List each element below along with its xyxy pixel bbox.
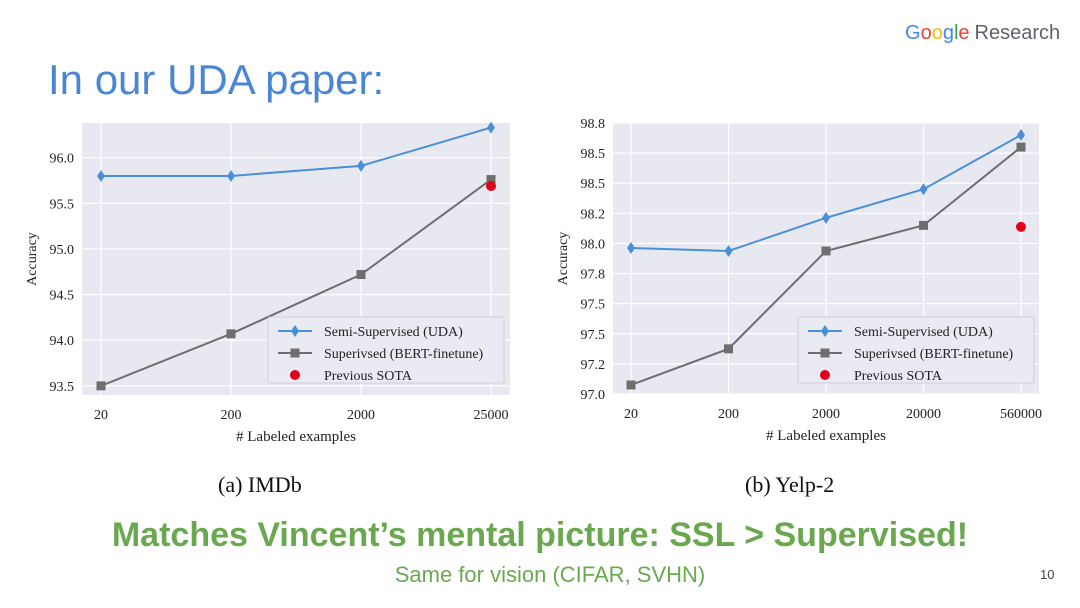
y-tick-label: 97.0 — [581, 388, 606, 403]
legend-label: Semi-Supervised (UDA) — [324, 325, 463, 340]
x-tick-label: 560000 — [1000, 407, 1042, 422]
uda-point — [227, 169, 235, 182]
y-tick-label: 98.8 — [581, 117, 606, 132]
legend-bert-marker — [820, 348, 830, 358]
slide-title: In our UDA paper: — [48, 56, 385, 103]
y-tick-label: 96.0 — [50, 152, 75, 167]
google-wordmark: Google — [905, 22, 970, 44]
uda-point — [627, 241, 635, 254]
legend-uda-marker — [291, 325, 299, 337]
legend-label: Previous SOTA — [324, 369, 413, 384]
y-axis-label: Accuracy — [25, 232, 40, 286]
imdb-caption: (a) IMDb — [218, 472, 302, 497]
bert-point — [821, 246, 831, 256]
y-tick-label: 97.2 — [581, 358, 606, 373]
yelp-caption: (b) Yelp-2 — [745, 472, 835, 497]
google-research-logo: Google Research — [905, 22, 1060, 45]
x-tick-label: 200 — [221, 408, 242, 423]
uda-series-line — [101, 126, 492, 177]
x-tick-label: 2000 — [347, 408, 375, 423]
y-tick-label: 94.5 — [50, 289, 75, 304]
legend-label: Previous SOTA — [854, 369, 943, 384]
page-number: 10 — [1040, 567, 1055, 582]
uda-point — [1017, 129, 1025, 142]
y-tick-label: 95.5 — [50, 197, 75, 212]
bert-point — [626, 380, 636, 390]
legend-label: Superivsed (BERT-finetune) — [854, 347, 1014, 362]
uda-point — [357, 159, 365, 172]
research-wordmark: Research — [974, 22, 1061, 44]
uda-point — [919, 183, 928, 196]
x-tick-label: 2000 — [812, 407, 840, 422]
legend-uda-marker — [821, 325, 829, 337]
y-tick-label: 93.5 — [50, 380, 75, 395]
uda-point — [822, 211, 830, 224]
x-tick-label: 20 — [624, 407, 638, 422]
sota-point — [1016, 221, 1026, 232]
y-tick-label: 95.0 — [50, 243, 75, 258]
bert-point — [96, 381, 106, 391]
subline: Same for vision (CIFAR, SVHN) — [394, 562, 706, 587]
bert-point — [724, 344, 733, 354]
legend-box — [267, 316, 505, 384]
x-tick-label: 200 — [718, 407, 739, 422]
uda-point — [487, 121, 495, 134]
y-tick-label: 94.0 — [50, 334, 75, 349]
x-axis-label: # Labeled examples — [766, 428, 886, 444]
y-tick-label: 98.0 — [581, 237, 606, 252]
uda-point — [724, 244, 733, 257]
legend-box — [797, 316, 1035, 384]
y-axis-label: Accuracy — [556, 232, 571, 286]
uda-point — [97, 169, 105, 182]
y-tick-label: 97.5 — [581, 328, 606, 343]
x-tick-label: 20000 — [906, 407, 941, 422]
y-tick-label: 98.2 — [581, 207, 606, 222]
y-tick-label: 98.5 — [581, 177, 606, 192]
bert-point — [486, 175, 496, 185]
bert-point — [1016, 142, 1026, 152]
legend-sota-marker — [820, 370, 830, 380]
bert-point — [919, 220, 928, 230]
legend-label: Superivsed (BERT-finetune) — [324, 347, 484, 362]
x-axis-label: # Labeled examples — [236, 429, 356, 445]
bert-series-line — [100, 178, 492, 387]
bert-point — [226, 329, 236, 339]
sota-point — [486, 180, 496, 191]
y-tick-label: 97.5 — [581, 298, 606, 313]
y-tick-label: 98.5 — [581, 147, 606, 162]
x-tick-label: 20 — [94, 408, 108, 423]
headline: Matches Vincent’s mental picture: SSL > … — [111, 516, 969, 554]
legend-sota-marker — [290, 370, 300, 380]
y-tick-label: 97.8 — [581, 268, 606, 283]
legend-bert-marker — [290, 348, 300, 358]
x-tick-label: 25000 — [474, 408, 509, 423]
legend-label: Semi-Supervised (UDA) — [854, 325, 993, 340]
bert-point — [356, 270, 366, 280]
